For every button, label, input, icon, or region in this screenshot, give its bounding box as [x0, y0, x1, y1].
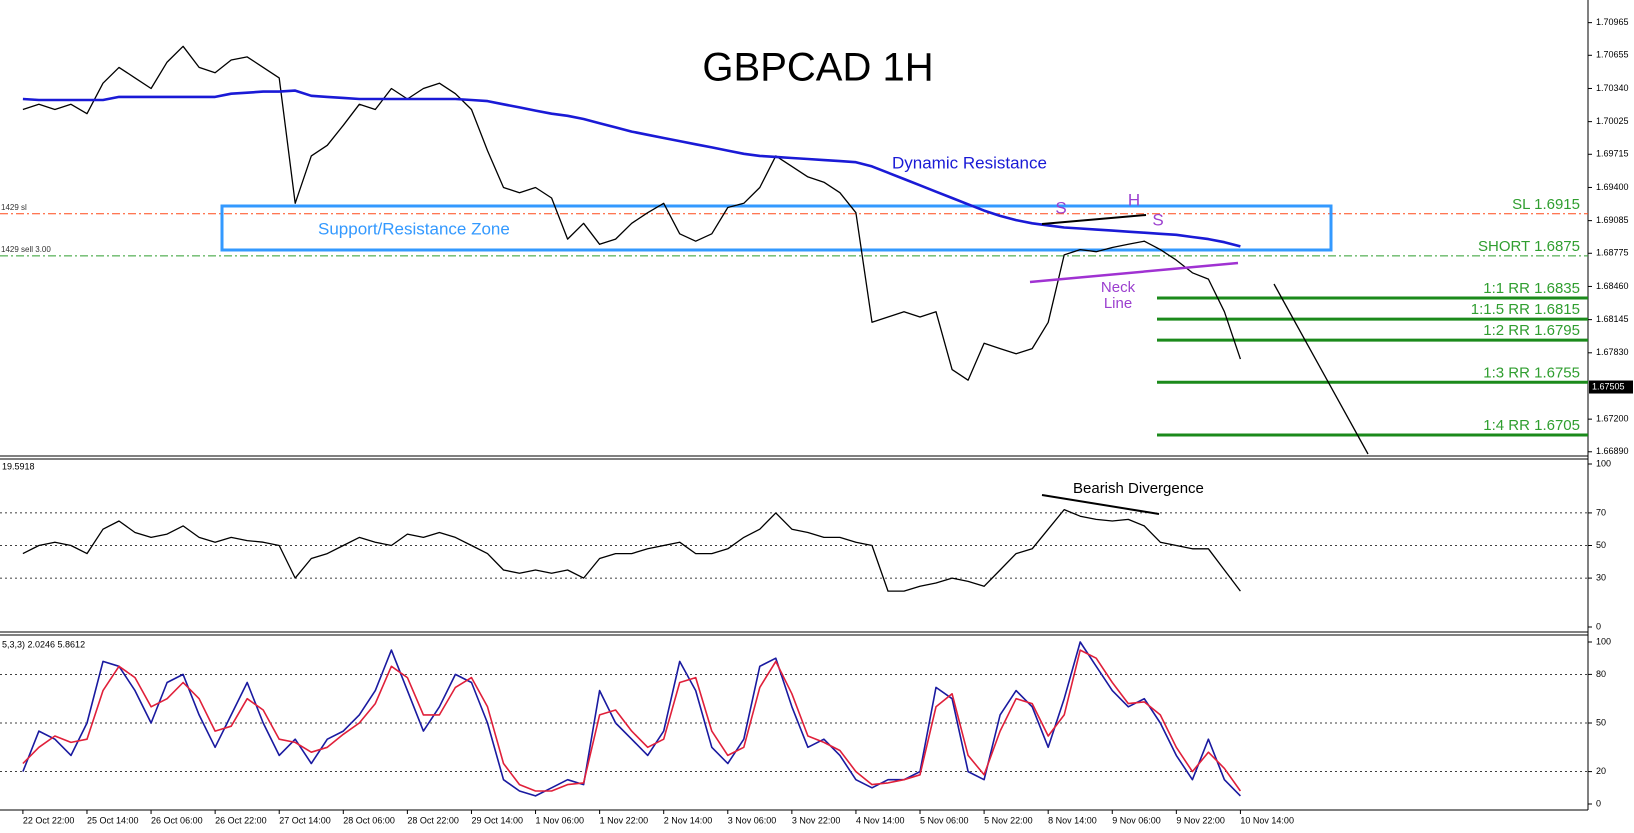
divergence-line — [1041, 494, 1160, 515]
y-tick-label: 1.69400 — [1596, 182, 1629, 192]
x-tick-label: 25 Oct 14:00 — [87, 815, 139, 825]
x-tick-label: 27 Oct 14:00 — [279, 815, 331, 825]
y-tick-label: 1.70655 — [1596, 50, 1629, 60]
level-label: 1:1 RR 1.6835 — [1483, 280, 1580, 297]
indicator-header: 5,3,3) 2.0246 5.8612 — [2, 639, 85, 649]
x-tick-label: 1 Nov 22:00 — [600, 815, 649, 825]
annotation: S — [1055, 198, 1066, 217]
series-line — [22, 45, 1242, 381]
x-tick-label: 4 Nov 14:00 — [856, 815, 905, 825]
x-tick-label: 22 Oct 22:00 — [23, 815, 75, 825]
x-tick-label: 9 Nov 22:00 — [1176, 815, 1225, 825]
y-tick-label: 70 — [1596, 507, 1606, 517]
level-label: SHORT 1.6875 — [1478, 238, 1580, 255]
y-tick-label: 1.70340 — [1596, 83, 1629, 93]
y-tick-label: 1.68775 — [1596, 248, 1629, 258]
annotation: Bearish Divergence — [1073, 480, 1204, 497]
level-label: SL 1.6915 — [1512, 196, 1580, 213]
y-tick-label: 100 — [1596, 458, 1611, 468]
y-tick-label: 20 — [1596, 766, 1606, 776]
head-line — [1041, 214, 1147, 225]
x-tick-label: 29 Oct 14:00 — [471, 815, 523, 825]
y-tick-label: 1.68145 — [1596, 314, 1629, 324]
indicator-header: 19.5918 — [2, 461, 35, 471]
order-label: 1429 sl — [1, 203, 27, 212]
levels — [0, 213, 1588, 772]
level-label: 1:2 RR 1.6795 — [1483, 322, 1580, 339]
x-tick-label: 5 Nov 22:00 — [984, 815, 1033, 825]
y-tick-label: 1.69085 — [1596, 215, 1629, 225]
x-tick-label: 26 Oct 22:00 — [215, 815, 267, 825]
x-tick-label: 8 Nov 14:00 — [1048, 815, 1097, 825]
y-tick-label: 1.66890 — [1596, 446, 1629, 456]
x-tick-label: 5 Nov 06:00 — [920, 815, 969, 825]
x-tick-label: 3 Nov 06:00 — [728, 815, 777, 825]
annotation: Neck — [1101, 279, 1136, 296]
last-price-tag — [1589, 380, 1633, 394]
annotation: Support/Resistance Zone — [318, 219, 510, 238]
y-tick-label: 1.69715 — [1596, 149, 1629, 159]
annotation: S — [1152, 210, 1163, 229]
x-tick-label: 28 Oct 22:00 — [407, 815, 459, 825]
annotation: H — [1128, 190, 1140, 209]
y-tick-label: 1.70025 — [1596, 116, 1629, 126]
order-label: 1429 sell 3.00 — [1, 245, 51, 254]
y-tick-label: 100 — [1596, 636, 1611, 646]
y-tick-label: 1.68460 — [1596, 281, 1629, 291]
series-line — [22, 641, 1241, 797]
y-tick-label: 0 — [1596, 621, 1601, 631]
level-label: 1:3 RR 1.6755 — [1483, 364, 1580, 381]
x-tick-label: 26 Oct 06:00 — [151, 815, 203, 825]
last-price-label: 1.67505 — [1592, 381, 1625, 391]
y-tick-label: 50 — [1596, 717, 1606, 727]
annotation: Line — [1104, 295, 1132, 312]
x-tick-label: 28 Oct 06:00 — [343, 815, 395, 825]
y-tick-label: 0 — [1596, 798, 1601, 808]
x-tick-label: 10 Nov 14:00 — [1240, 815, 1294, 825]
support-resistance-zone — [220, 204, 1333, 252]
level-label: 1:4 RR 1.6705 — [1483, 417, 1580, 434]
series-line — [22, 89, 1241, 248]
x-tick-label: 9 Nov 06:00 — [1112, 815, 1161, 825]
series-line — [22, 508, 1241, 592]
chart-title: GBPCAD 1H — [702, 46, 933, 90]
y-tick-label: 80 — [1596, 669, 1606, 679]
level-label: 1:1.5 RR 1.6815 — [1471, 301, 1580, 318]
neck-line — [1029, 261, 1239, 284]
projection-line — [1273, 283, 1369, 455]
y-tick-label: 1.70965 — [1596, 17, 1629, 27]
y-tick-label: 30 — [1596, 572, 1606, 582]
series-line — [22, 649, 1242, 792]
annotation: Dynamic Resistance — [892, 153, 1047, 172]
y-tick-label: 1.67830 — [1596, 347, 1629, 357]
x-tick-label: 3 Nov 22:00 — [792, 815, 841, 825]
x-tick-label: 1 Nov 06:00 — [536, 815, 585, 825]
y-tick-label: 1.67200 — [1596, 414, 1629, 424]
y-tick-label: 50 — [1596, 540, 1606, 550]
x-tick-label: 2 Nov 14:00 — [664, 815, 713, 825]
plots — [22, 45, 1242, 797]
